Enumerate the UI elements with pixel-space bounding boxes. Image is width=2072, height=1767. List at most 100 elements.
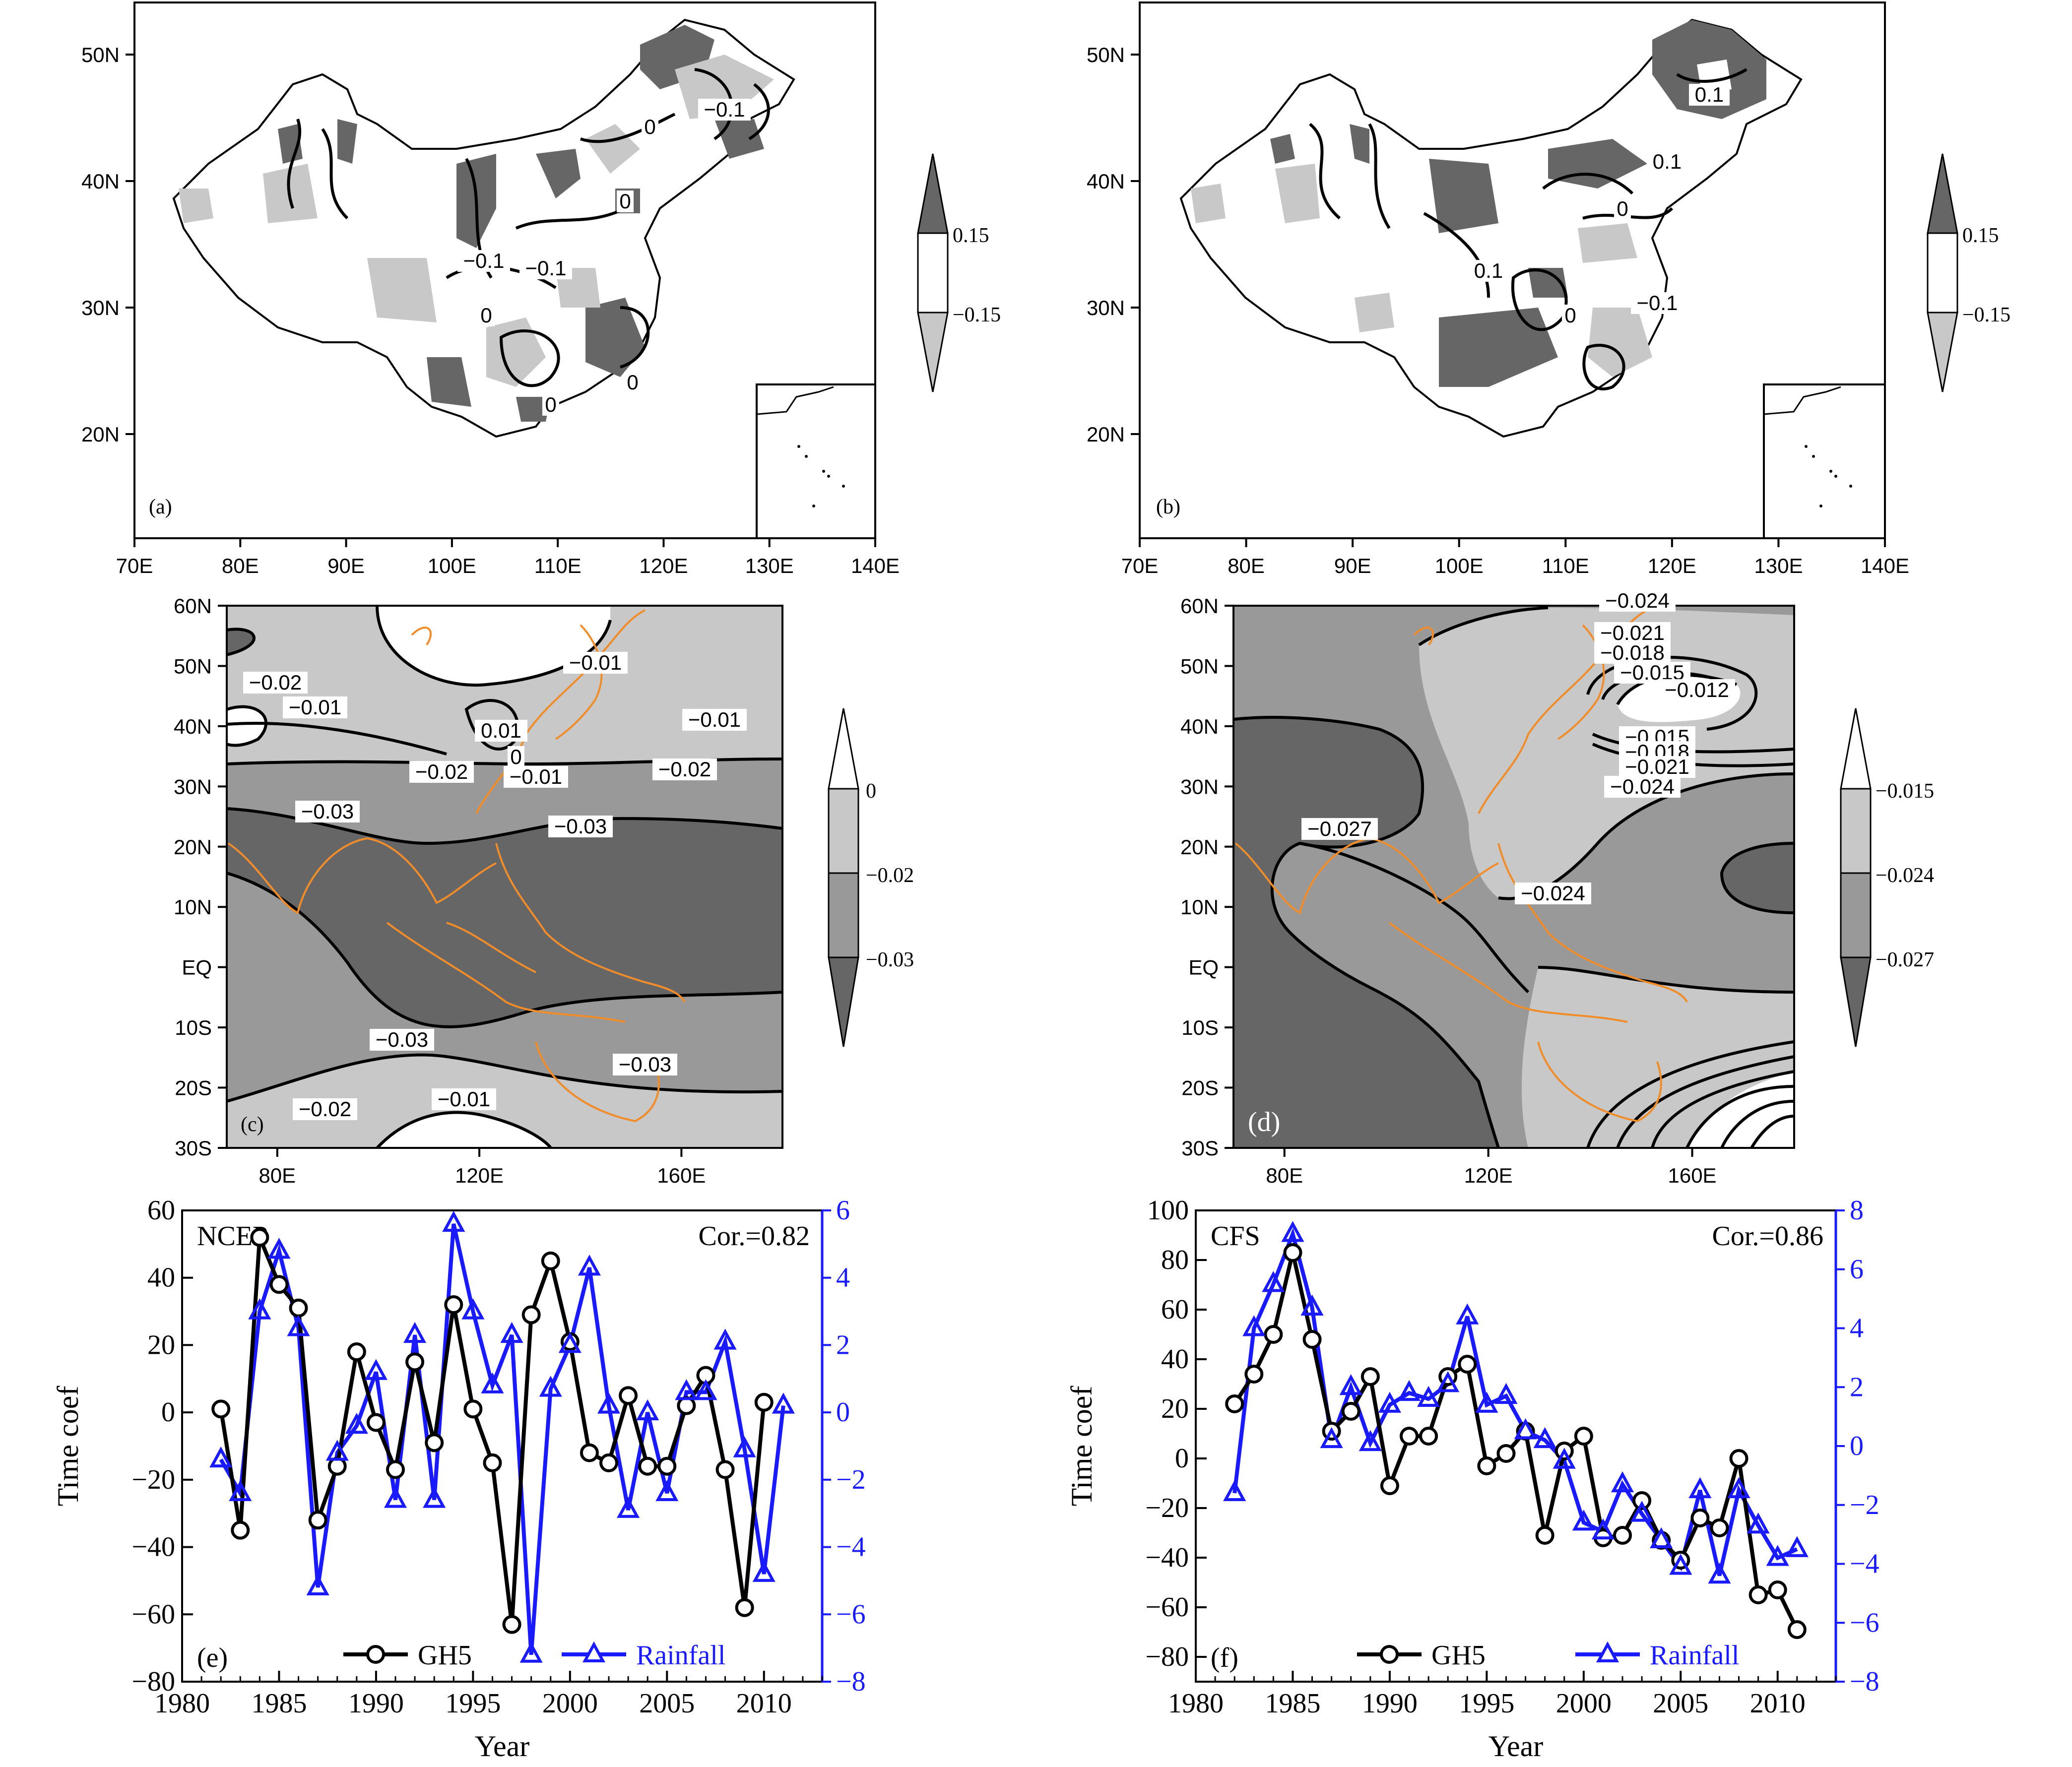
- lon-tick-label: 110E: [1542, 554, 1589, 577]
- legend-c-0: 0: [866, 780, 876, 803]
- y-right-tick-label: −6: [1850, 1607, 1879, 1638]
- rainfall-point: [1300, 1294, 1324, 1316]
- y-left-tick-label: −80: [1145, 1641, 1189, 1672]
- panel-c-frame: [226, 605, 783, 1149]
- gh5-point: [1496, 1444, 1516, 1463]
- panel-tag: (f): [1211, 1642, 1238, 1673]
- contour-label: −0.02: [658, 757, 711, 781]
- rainfall-point: [1572, 1510, 1595, 1531]
- rainfall-point: [675, 1379, 698, 1400]
- y-left-tick-label: 100: [1147, 1195, 1189, 1226]
- lon-tick-label: 70E: [1121, 554, 1159, 577]
- panel-b: (b) 0.1 0.1 0 0.1 0 −0.1 20N 30N 40N 50N 70E 80E 90…: [1087, 1, 1909, 577]
- rainfall-point: [423, 1487, 446, 1508]
- rainfall-point: [1359, 1430, 1382, 1451]
- contour-label: 0: [510, 745, 521, 768]
- lon-tick-label: 110E: [534, 554, 582, 577]
- gh5-point: [1613, 1526, 1632, 1545]
- gh5-point: [1419, 1427, 1438, 1446]
- lat-tick-label: 60N: [174, 594, 212, 618]
- lat-tick-label: 10N: [174, 895, 212, 919]
- gh5-point: [1574, 1427, 1593, 1446]
- x-tick-label: 1995: [445, 1688, 501, 1719]
- gh5-point: [269, 1275, 289, 1294]
- panel-b-colorbar: 0.15 −0.15: [1927, 153, 2010, 392]
- rainfall-point: [325, 1440, 349, 1461]
- contour-label-bg: [1594, 622, 1671, 644]
- contour-label-bg: [652, 758, 717, 780]
- y-left-tick-label: 40: [1161, 1344, 1189, 1375]
- gh5-point: [1458, 1355, 1477, 1374]
- gh5-point: [599, 1453, 618, 1472]
- gh5-point: [1690, 1509, 1710, 1527]
- panel-d-axis-ticks: 60N 50N 40N 30N 20N 10N EQ 10S 20S 30S 80E 120E 160E: [1180, 594, 1717, 1187]
- legend-a-lower: −0.15: [953, 304, 1001, 326]
- y-axis-title: Time coef: [1065, 1386, 1098, 1507]
- lat-tick-label: EQ: [182, 956, 212, 979]
- contour-label-bg: [409, 761, 474, 783]
- rainfall-point: [1262, 1271, 1285, 1292]
- contour-label-bg: [432, 1088, 496, 1110]
- lon-tick-label: 160E: [1668, 1164, 1716, 1187]
- gh5-point: [1535, 1526, 1554, 1545]
- y-right-tick-label: −2: [836, 1464, 866, 1495]
- lat-tick-label: 40N: [81, 170, 120, 193]
- legend-rainfall-label: Rainfall: [636, 1640, 725, 1671]
- legend-c-2: −0.03: [866, 948, 914, 971]
- lat-tick-label: 50N: [1087, 43, 1125, 66]
- lat-tick-label: 20N: [81, 423, 120, 446]
- rainfall-point: [1688, 1477, 1712, 1499]
- lat-tick-label: 40N: [1180, 715, 1219, 738]
- legend-a-upper: 0.15: [953, 224, 989, 247]
- rainfall-line: [219, 1223, 785, 1655]
- y-left-tick-label: −60: [131, 1599, 175, 1630]
- y-right-tick-label: 4: [1850, 1313, 1864, 1344]
- contour-label-bg: [1647, 151, 1687, 173]
- contour-label: −0.02: [299, 1097, 351, 1121]
- contour-label-bg: [1614, 198, 1631, 220]
- gh5-point: [1283, 1243, 1302, 1262]
- contour-label: −0.1: [463, 249, 505, 272]
- gh5-point: [425, 1433, 444, 1452]
- x-tick-label: 1985: [251, 1688, 307, 1719]
- rainfall-point: [461, 1298, 485, 1320]
- panel-b-tag: (b): [1156, 496, 1180, 518]
- gh5-point: [1302, 1330, 1322, 1349]
- contour-label-bg: [283, 696, 347, 718]
- rainfall-point: [713, 1328, 737, 1350]
- gh5-point: [289, 1298, 308, 1318]
- rainfall-point: [1669, 1554, 1692, 1575]
- panel-a: (a) −0.1 0 0 −0.1 −0.1 0 0 0 20N 30N 40N 50N 70E 80E…: [81, 1, 900, 577]
- rainfall-point: [539, 1376, 562, 1397]
- contour-label-bg: [624, 372, 641, 393]
- contour-label: −0.018: [1600, 641, 1665, 664]
- gh5-point: [1477, 1456, 1496, 1475]
- x-tick-label: 2000: [1556, 1688, 1612, 1719]
- lon-tick-label: 80E: [259, 1164, 296, 1187]
- gh5-point: [541, 1251, 560, 1270]
- rainfall-point: [1475, 1391, 1498, 1413]
- rainfall-point: [384, 1487, 407, 1508]
- x-tick-label: 2000: [542, 1688, 598, 1719]
- gh5-point: [463, 1399, 483, 1419]
- plot-frame: [1195, 1209, 1837, 1683]
- rainfall-point: [364, 1359, 388, 1380]
- gh5-point: [386, 1460, 405, 1479]
- contour-label: −0.03: [554, 815, 607, 838]
- gh5-point: [1400, 1427, 1419, 1446]
- rainfall-point: [481, 1372, 504, 1393]
- contour-label: 0.1: [1695, 83, 1724, 106]
- y-left-tick-label: −60: [1145, 1592, 1189, 1623]
- contour-label: −0.01: [569, 651, 622, 674]
- rainfall-point: [209, 1446, 233, 1468]
- panel-a-frame: [133, 1, 876, 539]
- contour-label-bg: [613, 1054, 677, 1075]
- y-left-tick-label: 20: [147, 1329, 175, 1360]
- contour-label-bg: [698, 99, 751, 121]
- china-outline-b: [1179, 18, 1803, 438]
- lat-tick-label: 20S: [1181, 1076, 1219, 1100]
- rainfall-point: [1397, 1380, 1421, 1401]
- legend-gh5-label: GH5: [418, 1640, 472, 1671]
- rainfall-point: [1378, 1391, 1401, 1413]
